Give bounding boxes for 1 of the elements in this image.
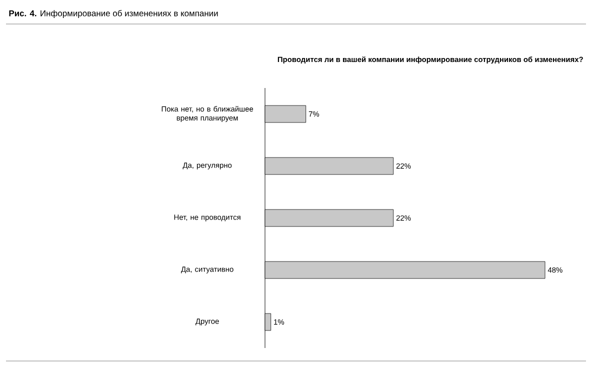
text: Рис. 4. Информирование об изменениях в компании (9, 10, 218, 18)
